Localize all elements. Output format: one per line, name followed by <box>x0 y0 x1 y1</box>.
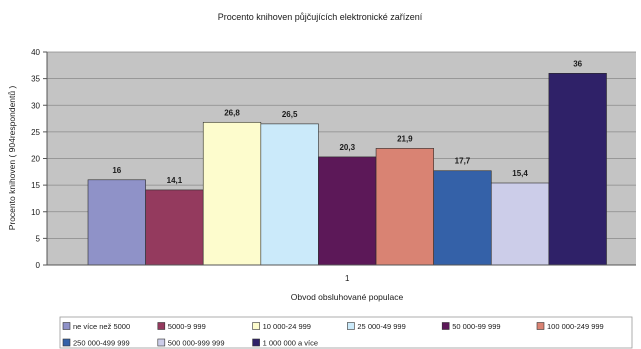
legend-swatch <box>62 322 71 330</box>
legend-label: 5000-9 999 <box>168 322 206 331</box>
legend-item: 25 000-49 999 <box>347 322 406 331</box>
legend-swatch <box>62 338 71 347</box>
data-label: 26,8 <box>224 108 240 117</box>
bar <box>490 182 550 266</box>
data-label: 15,4 <box>512 169 528 178</box>
y-axis-label: Procento knihoven ( 904respondentů ) <box>7 86 17 231</box>
legend-swatch <box>252 322 260 330</box>
legend: ne více než 5000 5000-9 999 10 000-24 999 2… <box>62 322 604 348</box>
bar <box>433 170 492 266</box>
legend-label: 50 000-99 999 <box>452 322 500 331</box>
legend-item: 100 000-249 999 <box>536 322 604 331</box>
data-label: 14,1 <box>167 176 183 185</box>
legend-label: 250 000-499 999 <box>73 339 130 348</box>
y-tick-label: 40 <box>31 48 40 57</box>
legend-swatch <box>441 322 450 330</box>
legend-box <box>59 316 633 349</box>
legend-item: 250 000-499 999 <box>62 338 130 348</box>
y-axis-ticks: 0 5 10 15 20 25 30 35 40 <box>31 48 47 270</box>
legend-item: 10 000-24 999 <box>252 322 311 331</box>
chart-title: Procento knihoven půjčujících elektronic… <box>218 12 423 22</box>
legend-label: ne více než 5000 <box>73 322 130 331</box>
legend-label: 100 000-249 999 <box>547 322 604 331</box>
data-label: 16 <box>112 166 121 175</box>
data-labels: 16 14,1 26,8 26,5 20,3 21,9 17,7 15,4 36 <box>112 59 582 185</box>
legend-label: 25 000-49 999 <box>357 322 405 331</box>
y-tick-label: 10 <box>31 208 40 217</box>
legend-label: 10 000-24 999 <box>263 322 311 331</box>
legend-item: ne více než 5000 <box>62 322 130 331</box>
legend-item: 50 000-99 999 <box>441 322 501 331</box>
legend-swatch <box>157 338 166 347</box>
data-label: 26,5 <box>282 110 298 119</box>
bar <box>202 121 262 266</box>
bar <box>145 189 204 266</box>
bar <box>318 156 377 266</box>
y-tick-label: 0 <box>36 261 41 270</box>
legend-swatch <box>157 322 166 330</box>
bar <box>87 179 146 266</box>
y-tick-label: 35 <box>31 75 40 84</box>
bars <box>87 73 607 266</box>
bar <box>548 73 607 266</box>
x-axis-label: Obvod obsluhované populace <box>291 292 404 302</box>
y-tick-label: 30 <box>31 101 40 110</box>
legend-swatch <box>252 338 260 347</box>
bar <box>375 148 434 266</box>
y-tick-label: 5 <box>36 234 41 243</box>
legend-swatch <box>347 322 355 330</box>
legend-item: 1 000 000 a více <box>252 338 318 348</box>
data-label: 20,3 <box>339 143 355 152</box>
data-label: 21,9 <box>397 134 413 143</box>
y-tick-label: 15 <box>31 181 40 190</box>
x-axis-ticks: 1 <box>345 274 350 283</box>
bar <box>260 123 319 266</box>
y-tick-label: 25 <box>31 128 40 137</box>
legend-item: 5000-9 999 <box>157 322 206 331</box>
legend-item: 500 000-999 999 <box>157 338 225 348</box>
data-label: 36 <box>573 59 582 68</box>
data-label: 17,7 <box>455 157 471 166</box>
y-tick-label: 20 <box>31 155 40 164</box>
legend-label: 500 000-999 999 <box>168 339 225 348</box>
legend-swatch <box>536 322 545 330</box>
legend-label: 1 000 000 a více <box>263 339 318 348</box>
x-tick-label: 1 <box>345 274 350 283</box>
